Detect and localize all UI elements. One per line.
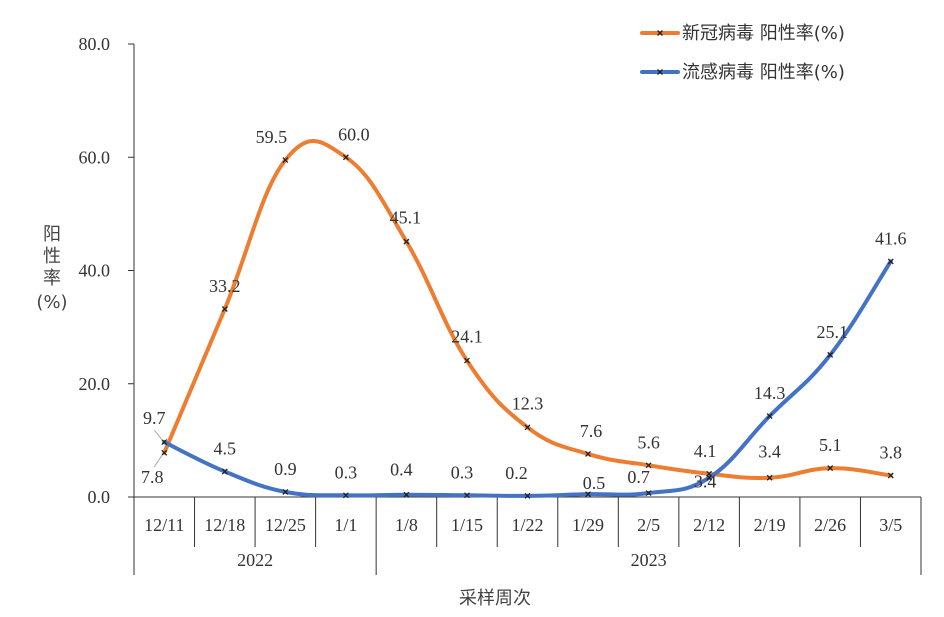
data-point-marker: [766, 474, 773, 481]
x-year-group-label: 2022: [237, 550, 273, 570]
covid-data-label: 5.6: [637, 432, 660, 452]
flu-data-label: 4.5: [214, 439, 237, 459]
flu-data-label: 0.5: [583, 473, 606, 493]
covid-data-label: 60.0: [338, 124, 370, 144]
x-axis-categories: 12/11 12/18 12/25 1/1 1/8 1/15 1/22 1/29 2/5 2/12…: [133, 497, 922, 575]
y-axis-title-char-1: 阳: [43, 224, 61, 245]
legend-item: 新冠病毒 阳性率(%): [640, 23, 845, 44]
data-point-marker: [403, 238, 410, 245]
y-tick-label: 60.0: [79, 147, 111, 167]
x-year-group-label: 2023: [631, 550, 667, 570]
data-point-marker: [161, 439, 168, 446]
y-axis-title-char-2: 性: [43, 246, 61, 267]
data-point-marker: [766, 413, 773, 419]
data-point-marker: [645, 462, 652, 469]
covid-data-label: 5.1: [819, 435, 842, 455]
x-tick-label: 12/25: [265, 515, 306, 535]
x-tick-label: 2/12: [693, 515, 725, 535]
data-point-marker: [342, 492, 349, 499]
legend: 新冠病毒 阳性率(%) 流感病毒 阳性率(%): [640, 23, 845, 83]
covid-data-label: 45.1: [390, 208, 422, 228]
data-point-marker: [524, 424, 531, 431]
legend-label: 流感病毒 阳性率(%): [682, 62, 845, 83]
series-lines: [161, 139, 894, 499]
data-point-marker: [827, 351, 834, 358]
covid-series-line: [162, 139, 893, 481]
covid-data-label: 12.3: [512, 393, 544, 413]
legend-item: 流感病毒 阳性率(%): [640, 62, 845, 83]
flu-data-label: 25.1: [816, 322, 848, 342]
y-axis-title-char-3: 率: [43, 268, 61, 289]
data-point-marker: [585, 451, 591, 457]
x-tick-label: 2/5: [637, 515, 660, 535]
data-point-marker: [403, 491, 410, 498]
data-point-marker: [221, 468, 228, 475]
covid-data-label: 7.6: [580, 421, 603, 441]
y-tick-label: 0.0: [88, 487, 111, 507]
covid-data-label: 7.8: [141, 467, 164, 487]
covid-data-label: 59.5: [256, 127, 288, 147]
data-labels: 7.8 33.2 59.5 60.0 45.1 24.1 12.3 7.6 5.6 4.1 3.4 5…: [141, 124, 906, 493]
flu-data-label: 0.3: [335, 462, 358, 482]
x-tick-label: 1/1: [334, 515, 357, 535]
legend-label: 新冠病毒 阳性率(%): [682, 23, 845, 44]
data-point-marker: [706, 474, 713, 481]
x-tick-label: 1/22: [511, 515, 543, 535]
covid-data-label: 24.1: [451, 327, 483, 347]
data-point-marker: [464, 357, 470, 364]
x-axis-title: 采样周次: [459, 588, 531, 609]
covid-data-label: 4.1: [694, 441, 717, 461]
data-point-marker: [887, 472, 894, 479]
flu-data-label: 0.4: [390, 460, 413, 480]
data-point-marker: [161, 449, 168, 456]
data-point-marker: [342, 154, 349, 161]
x-tick-label: 2/26: [814, 515, 846, 535]
covid-data-label: 33.2: [209, 276, 241, 296]
label-leader-line: [153, 454, 163, 468]
data-point-marker: [645, 490, 652, 496]
label-leader-line: [153, 429, 163, 441]
y-axis-ticks: 0.0 20.0 40.0 60.0 80.0: [79, 34, 134, 507]
flu-data-label: 0.2: [505, 463, 528, 483]
covid-data-label: 3.4: [758, 442, 781, 462]
data-point-marker: [585, 491, 591, 498]
flu-data-label: 9.7: [143, 408, 166, 428]
y-axis-title-unit: (%): [36, 292, 67, 313]
x-tick-label: 3/5: [879, 515, 902, 535]
x-tick-label: 1/29: [572, 515, 604, 535]
covid-data-label: 3.8: [879, 442, 902, 462]
x-tick-label: 1/8: [395, 515, 418, 535]
data-point-marker: [282, 488, 289, 495]
data-point-marker: [827, 465, 834, 472]
flu-data-label: 14.3: [754, 383, 786, 403]
x-tick-label: 12/11: [144, 515, 184, 535]
flu-data-label: 3.4: [694, 472, 717, 492]
flu-data-label: 0.3: [451, 462, 474, 482]
x-tick-label: 2/19: [754, 515, 786, 535]
y-tick-label: 20.0: [79, 374, 111, 394]
data-point-marker: [524, 492, 531, 499]
data-point-marker: [887, 258, 894, 265]
data-point-marker: [464, 492, 470, 499]
y-tick-label: 80.0: [79, 34, 111, 54]
data-point-marker: [282, 157, 289, 164]
data-point-marker: [221, 306, 228, 312]
flu-data-label: 0.9: [274, 459, 297, 479]
flu-data-label: 41.6: [875, 228, 907, 248]
flu-data-label: 0.7: [627, 467, 650, 487]
y-tick-label: 40.0: [79, 261, 111, 281]
x-tick-label: 1/15: [451, 515, 483, 535]
x-tick-label: 12/18: [204, 515, 245, 535]
